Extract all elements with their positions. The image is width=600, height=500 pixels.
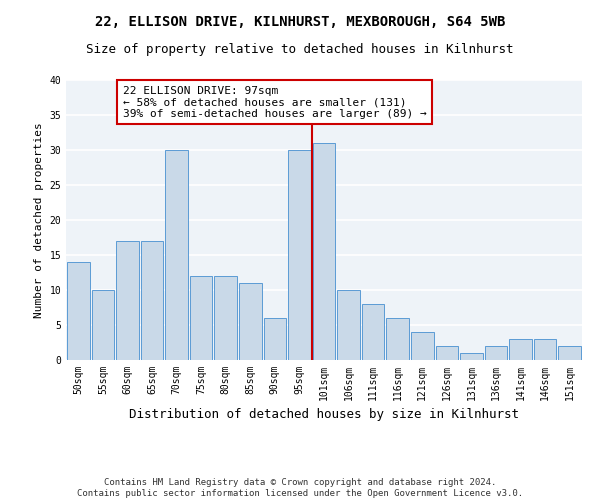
- Bar: [534, 339, 556, 360]
- Bar: [190, 276, 212, 360]
- Bar: [165, 150, 188, 360]
- Bar: [436, 346, 458, 360]
- Bar: [140, 241, 163, 360]
- Text: Size of property relative to detached houses in Kilnhurst: Size of property relative to detached ho…: [86, 42, 514, 56]
- Bar: [460, 353, 483, 360]
- Text: 22, ELLISON DRIVE, KILNHURST, MEXBOROUGH, S64 5WB: 22, ELLISON DRIVE, KILNHURST, MEXBOROUGH…: [95, 15, 505, 29]
- Bar: [313, 143, 335, 360]
- Bar: [559, 346, 581, 360]
- Bar: [362, 304, 385, 360]
- Bar: [411, 332, 434, 360]
- Bar: [485, 346, 508, 360]
- Bar: [288, 150, 311, 360]
- Bar: [116, 241, 139, 360]
- Bar: [239, 283, 262, 360]
- Bar: [67, 262, 89, 360]
- Bar: [509, 339, 532, 360]
- Bar: [263, 318, 286, 360]
- Bar: [386, 318, 409, 360]
- Bar: [337, 290, 360, 360]
- Y-axis label: Number of detached properties: Number of detached properties: [34, 122, 44, 318]
- Text: Contains HM Land Registry data © Crown copyright and database right 2024.
Contai: Contains HM Land Registry data © Crown c…: [77, 478, 523, 498]
- X-axis label: Distribution of detached houses by size in Kilnhurst: Distribution of detached houses by size …: [129, 408, 519, 422]
- Text: 22 ELLISON DRIVE: 97sqm
← 58% of detached houses are smaller (131)
39% of semi-d: 22 ELLISON DRIVE: 97sqm ← 58% of detache…: [122, 86, 426, 119]
- Bar: [214, 276, 237, 360]
- Bar: [92, 290, 114, 360]
